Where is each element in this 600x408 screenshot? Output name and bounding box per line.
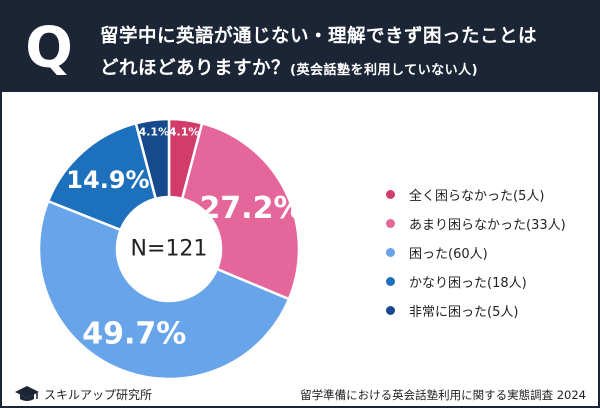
- graduation-cap-icon: [15, 386, 39, 401]
- legend-item-1: 全く困らなかった(5人): [386, 180, 566, 209]
- slice-label-2: 27.2%: [199, 191, 303, 226]
- question-text-main: どれほどありますか？: [100, 58, 291, 79]
- legend-item-2: あまり困らなかった(33人): [386, 209, 566, 238]
- sample-size-label: N=121: [131, 237, 208, 262]
- legend-label: 非常に困った(5人): [409, 305, 519, 320]
- legend-item-4: かなり困った(18人): [386, 267, 566, 296]
- brand-logo: スキルアップ研究所: [14, 384, 152, 404]
- legend-label: 全く困らなかった(5人): [409, 189, 545, 204]
- question-text-line2: どれほどありますか？(英会話塾を利用していない人): [100, 54, 478, 80]
- question-header: Q 留学中に英語が通じない・理解できず困ったことは どれほどありますか？(英会話…: [2, 2, 598, 92]
- legend-swatch: [386, 219, 395, 228]
- legend-swatch: [386, 190, 395, 199]
- legend-label: かなり困った(18人): [409, 276, 527, 291]
- legend-label: 困った(60人): [409, 247, 488, 262]
- legend-swatch: [386, 248, 395, 257]
- question-text-line1: 留学中に英語が通じない・理解できず困ったことは: [100, 26, 538, 47]
- slice-2: [180, 121, 301, 301]
- legend-swatch: [386, 277, 395, 286]
- slice-label-1: 4.1%: [169, 125, 200, 138]
- legend-item-5: 非常に困った(5人): [386, 296, 566, 325]
- legend-label: あまり困らなかった(33人): [409, 218, 566, 233]
- question-note: (英会話塾を利用していない人): [290, 63, 479, 78]
- slice-label-5: 4.1%: [139, 125, 170, 138]
- legend-item-3: 困った(60人): [386, 238, 566, 267]
- slice-3: [37, 199, 291, 381]
- brand-name: スキルアップ研究所: [44, 387, 153, 402]
- slice-label-4: 14.9%: [66, 166, 149, 194]
- survey-title: 留学準備における英会話塾利用に関する実態調査 2024: [300, 388, 586, 402]
- slice-5: [134, 117, 171, 201]
- donut-chart: 4.1% 27.2% 49.7% 14.9% 4.1% N=121: [37, 117, 304, 381]
- slice-label-3: 49.7%: [82, 317, 186, 352]
- q-badge: Q: [25, 16, 73, 81]
- chart-legend: 全く困らなかった(5人) あまり困らなかった(33人) 困った(60人) かなり困った…: [386, 180, 566, 325]
- legend-swatch: [386, 306, 395, 315]
